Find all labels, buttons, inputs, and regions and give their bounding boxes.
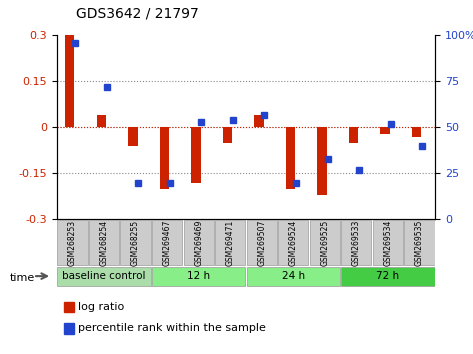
FancyBboxPatch shape <box>152 220 182 265</box>
Text: 12 h: 12 h <box>187 271 210 281</box>
FancyBboxPatch shape <box>278 220 308 265</box>
Text: GSM268255: GSM268255 <box>131 219 140 266</box>
FancyBboxPatch shape <box>89 220 119 265</box>
Text: GDS3642 / 21797: GDS3642 / 21797 <box>76 7 199 21</box>
Bar <box>65 35 74 127</box>
FancyBboxPatch shape <box>373 220 403 265</box>
FancyBboxPatch shape <box>341 267 435 286</box>
FancyBboxPatch shape <box>57 220 88 265</box>
Text: 24 h: 24 h <box>282 271 305 281</box>
Text: log ratio: log ratio <box>78 302 124 312</box>
Text: GSM269533: GSM269533 <box>352 219 361 266</box>
Text: GSM269535: GSM269535 <box>415 219 424 266</box>
Text: GSM269467: GSM269467 <box>163 219 172 266</box>
Text: baseline control: baseline control <box>62 271 146 281</box>
Bar <box>317 127 327 195</box>
Text: GSM268254: GSM268254 <box>99 219 109 266</box>
Bar <box>191 127 201 183</box>
Bar <box>64 302 74 313</box>
Text: GSM269469: GSM269469 <box>194 219 203 266</box>
Text: GSM268253: GSM268253 <box>68 219 77 266</box>
Bar <box>64 323 74 333</box>
FancyBboxPatch shape <box>341 220 371 265</box>
Bar <box>160 127 169 189</box>
FancyBboxPatch shape <box>215 220 245 265</box>
Bar <box>223 127 232 143</box>
Text: percentile rank within the sample: percentile rank within the sample <box>78 323 265 333</box>
FancyBboxPatch shape <box>121 220 151 265</box>
Text: time: time <box>9 273 35 283</box>
FancyBboxPatch shape <box>246 267 340 286</box>
FancyBboxPatch shape <box>310 220 340 265</box>
FancyBboxPatch shape <box>246 220 277 265</box>
Bar <box>128 127 138 146</box>
Bar <box>254 115 263 127</box>
Bar <box>96 115 106 127</box>
FancyBboxPatch shape <box>152 267 245 286</box>
FancyBboxPatch shape <box>404 220 435 265</box>
Text: 72 h: 72 h <box>377 271 399 281</box>
Text: GSM269534: GSM269534 <box>383 219 393 266</box>
Bar <box>349 127 359 143</box>
FancyBboxPatch shape <box>184 220 214 265</box>
Text: GSM269524: GSM269524 <box>289 219 298 266</box>
Bar <box>380 127 390 133</box>
Text: GSM269471: GSM269471 <box>226 219 235 266</box>
Text: GSM269507: GSM269507 <box>257 219 266 266</box>
FancyBboxPatch shape <box>57 267 151 286</box>
Text: GSM269525: GSM269525 <box>320 219 329 266</box>
Bar <box>412 127 421 137</box>
Bar <box>286 127 295 189</box>
